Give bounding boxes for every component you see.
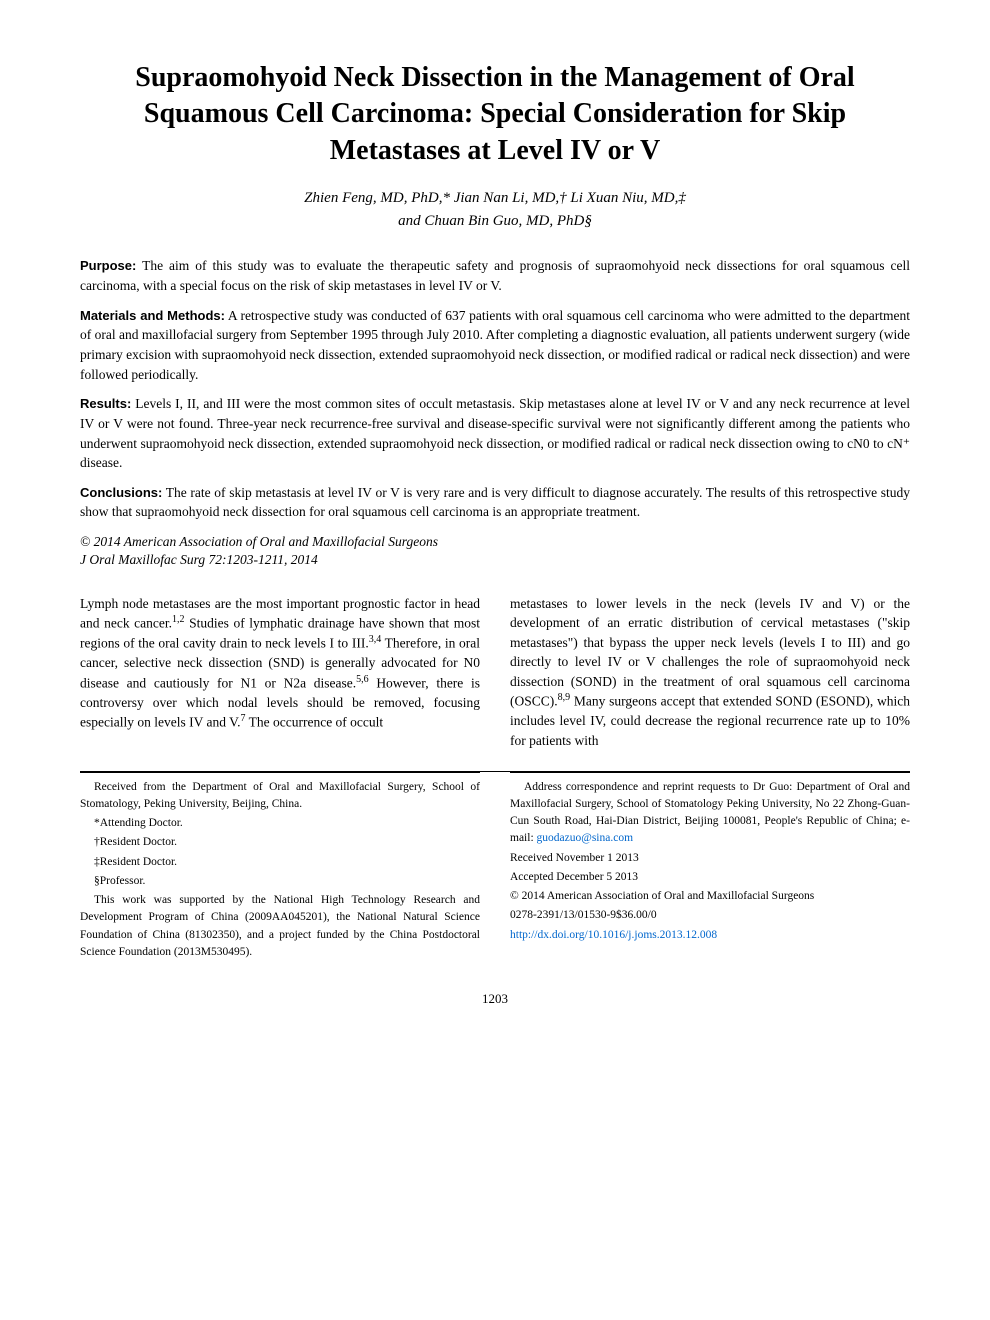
correspondence: Address correspondence and reprint reque… — [510, 779, 910, 848]
authors-block: Zhien Feng, MD, PhD,* Jian Nan Li, MD,† … — [80, 187, 910, 232]
methods-label: Materials and Methods: — [80, 308, 225, 323]
authors-line-1: Zhien Feng, MD, PhD,* Jian Nan Li, MD,† … — [304, 190, 686, 206]
results-label: Results: — [80, 396, 131, 411]
article-title: Supraomohyoid Neck Dissection in the Man… — [80, 60, 910, 169]
issn-line: 0278-2391/13/01530-9$36.00/0 — [510, 907, 910, 924]
footer-copyright: © 2014 American Association of Oral and … — [510, 888, 910, 905]
doi-link[interactable]: http://dx.doi.org/10.1016/j.joms.2013.12… — [510, 929, 717, 941]
affiliation-2: †Resident Doctor. — [80, 834, 480, 851]
abstract-purpose: Purpose: The aim of this study was to ev… — [80, 256, 910, 295]
authors-line-2: and Chuan Bin Guo, MD, PhD§ — [398, 213, 592, 229]
accepted-date: Accepted December 5 2013 — [510, 869, 910, 886]
funding-statement: This work was supported by the National … — [80, 892, 480, 961]
correspondence-email-link[interactable]: guodazuo@sina.com — [537, 832, 634, 844]
page-number: 1203 — [80, 991, 910, 1007]
affiliation-1: *Attending Doctor. — [80, 815, 480, 832]
affiliation-4: §Professor. — [80, 873, 480, 890]
purpose-text: The aim of this study was to evaluate th… — [80, 258, 910, 293]
ref-sup: 5,6 — [356, 674, 369, 685]
body-column-right: metastases to lower levels in the neck (… — [510, 594, 910, 751]
abstract-results: Results: Levels I, II, and III were the … — [80, 394, 910, 473]
body-text: The occurrence of occult — [245, 715, 383, 730]
received-from: Received from the Department of Oral and… — [80, 779, 480, 814]
footer-column-left: Received from the Department of Oral and… — [80, 772, 480, 964]
copyright-line: © 2014 American Association of Oral and … — [80, 532, 910, 552]
ref-sup: 3,4 — [369, 634, 382, 645]
abstract-conclusions: Conclusions: The rate of skip metastasis… — [80, 483, 910, 522]
body-column-left: Lymph node metastases are the most impor… — [80, 594, 480, 751]
affiliation-3: ‡Resident Doctor. — [80, 854, 480, 871]
conclusions-text: The rate of skip metastasis at level IV … — [80, 485, 910, 520]
abstract-methods: Materials and Methods: A retrospective s… — [80, 306, 910, 385]
body-text: Many surgeons accept that extended SOND … — [510, 694, 910, 748]
ref-sup: 1,2 — [172, 614, 185, 625]
ref-sup: 8,9 — [558, 692, 571, 703]
conclusions-label: Conclusions: — [80, 485, 162, 500]
purpose-label: Purpose: — [80, 258, 136, 273]
footer-column-right: Address correspondence and reprint reque… — [510, 772, 910, 964]
body-columns: Lymph node metastases are the most impor… — [80, 594, 910, 751]
footer-columns: Received from the Department of Oral and… — [80, 771, 910, 964]
journal-citation: J Oral Maxillofac Surg 72:1203-1211, 201… — [80, 552, 910, 568]
results-text: Levels I, II, and III were the most comm… — [80, 396, 910, 470]
received-date: Received November 1 2013 — [510, 850, 910, 867]
